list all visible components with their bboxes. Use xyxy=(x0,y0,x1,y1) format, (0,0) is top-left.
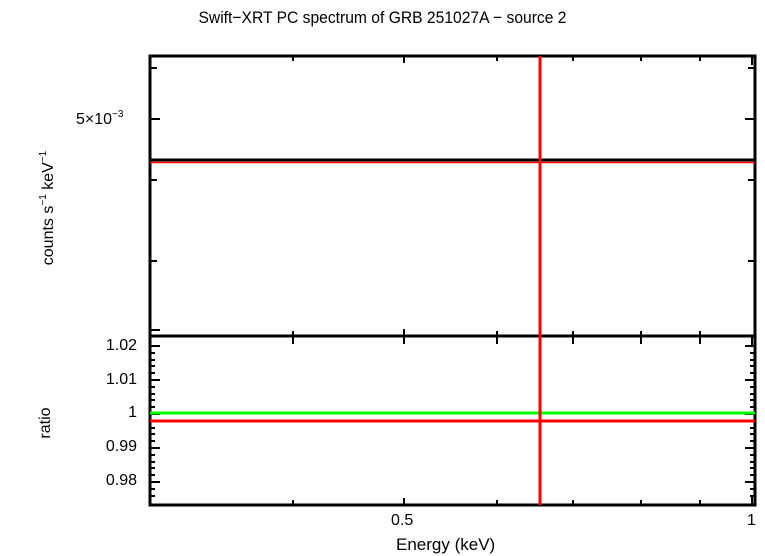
x-tick-0-5: 0.5 xyxy=(391,512,414,529)
top-y-tick-label: 5×10−3 xyxy=(76,109,124,128)
top-y-axis-label: counts s−1 keV−1 xyxy=(38,150,57,266)
ratio-tick-1: 1 xyxy=(128,404,137,421)
ratio-tick-0-98: 0.98 xyxy=(105,472,137,489)
ratio-tick-0-99: 0.99 xyxy=(105,438,137,455)
x-axis-label: Energy (keV) xyxy=(396,535,496,554)
x-tick-1: 1 xyxy=(747,512,756,529)
ratio-tick-1-02: 1.02 xyxy=(105,337,137,354)
top-panel xyxy=(148,54,757,338)
ratio-panel xyxy=(148,334,757,507)
chart-title: Swift−XRT PC spectrum of GRB 251027A − s… xyxy=(198,8,567,27)
ratio-tick-1-01: 1.01 xyxy=(105,371,137,388)
ratio-y-axis-label: ratio xyxy=(37,407,54,439)
